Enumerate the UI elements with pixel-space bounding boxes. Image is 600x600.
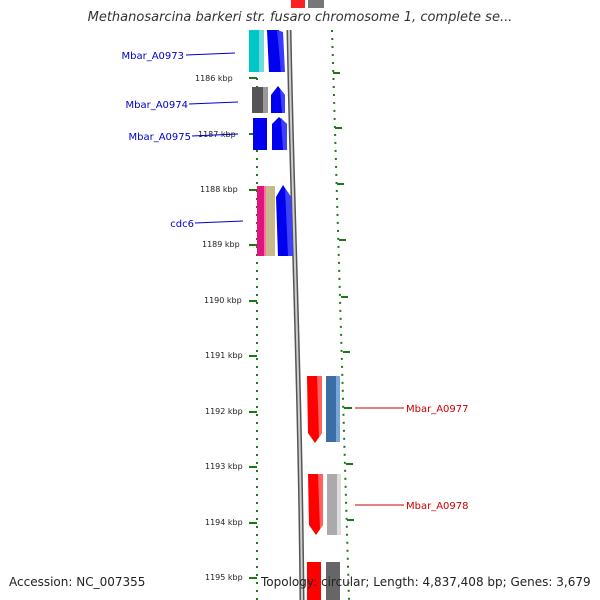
label-connectors [185,52,404,506]
feature-top-red [291,0,305,8]
ruler-label-1189: 1189 kbp [202,240,240,249]
gene-Mbar_A0978[interactable] [308,474,341,535]
chromosome-backbone-highlight [288,29,303,600]
ruler-label-1186: 1186 kbp [195,74,233,83]
gene-Mbar_A0974[interactable] [252,86,285,113]
ruler-label-1191: 1191 kbp [205,351,243,360]
gene-Mbar_A0975[interactable] [253,117,287,150]
gene-label-Mbar_A0973[interactable]: Mbar_A0973 [121,51,184,62]
gene-label-Mbar_A0977[interactable]: Mbar_A0977 [406,404,469,415]
ruler-label-1188: 1188 kbp [200,185,238,194]
gene-Mbar_A0973[interactable] [249,30,285,72]
gene-label-Mbar_A0974[interactable]: Mbar_A0974 [125,100,188,111]
gene-label-cdc6[interactable]: cdc6 [170,219,194,230]
ruler-label-1190: 1190 kbp [204,296,242,305]
gene-bottom-partial [307,562,340,600]
ruler-label-1193: 1193 kbp [205,462,243,471]
kbp-ruler: 1186 kbp 1187 kbp 1188 kbp 1189 kbp 1190… [195,74,257,582]
right-ruler-ticks [333,72,354,521]
gene-cdc6[interactable] [257,185,293,256]
ruler-label-1194: 1194 kbp [205,518,243,527]
ruler-label-1195: 1195 kbp [205,573,243,582]
gene-label-Mbar_A0975[interactable]: Mbar_A0975 [128,132,191,143]
sequence-title: Methanosarcina barkeri str. fusaro chrom… [87,10,513,25]
topology-summary: Topology: circular; Length: 4,837,408 bp… [261,575,591,589]
ruler-label-1192: 1192 kbp [205,407,243,416]
feature-top-gray [308,0,324,8]
accession-text: Accession: NC_007355 [9,575,146,589]
gene-Mbar_A0977[interactable] [307,376,340,443]
gene-label-Mbar_A0978[interactable]: Mbar_A0978 [406,501,469,512]
